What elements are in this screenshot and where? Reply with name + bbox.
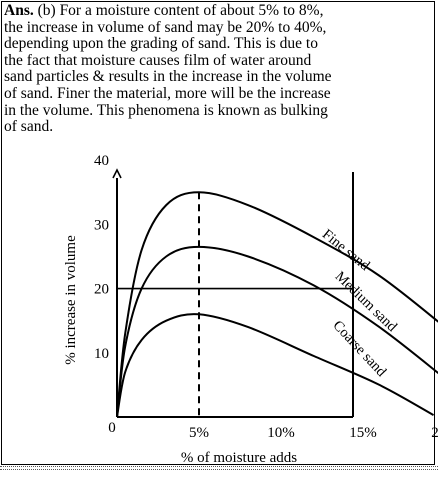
coarse-sand-curve — [116, 313, 435, 418]
divider-dotted-bottom — [0, 469, 438, 470]
x-tick-label: 5% — [189, 425, 209, 441]
answer-text-line: the increase in volume of sand may be 20… — [4, 18, 327, 36]
x-tick-label: 20% — [431, 425, 438, 441]
answer-text-line: in the volume. This phenomena is known a… — [4, 101, 328, 119]
y-tick-label: 10 — [94, 346, 109, 362]
answer-text-line: For a moisture content of about 5% to 8%… — [59, 2, 324, 19]
y-axis-title: % increase in volume — [63, 235, 79, 365]
answer-paragraph: Ans. (b) For a moisture content of about… — [4, 2, 430, 136]
y-tick-label: 30 — [94, 217, 109, 233]
answer-text-line: of sand. Finer the material, more will b… — [4, 84, 331, 102]
x-tick-label: 15% — [349, 425, 377, 441]
y-tick-label: 40 — [94, 153, 109, 169]
y-axis-arrow — [112, 168, 122, 179]
fine-sand-curve — [116, 191, 438, 418]
answer-line-1: Ans. (b) For a moisture content of about… — [4, 2, 430, 20]
answer-label: Ans. — [4, 2, 34, 19]
answer-text-line: sand particles & results in the increase… — [4, 68, 332, 86]
x-axis-title: % of moisture adds — [181, 450, 297, 466]
x-tick-label: 10% — [267, 425, 295, 441]
answer-text-line: depending upon the grading of sand. This… — [4, 35, 318, 53]
answer-text-line: of sand. — [4, 118, 54, 136]
answer-option: (b) — [37, 2, 56, 19]
divider-dotted-top — [0, 466, 438, 467]
fine-sand-label: Fine sand — [319, 226, 373, 274]
answer-text-line: the fact that moisture causes film of wa… — [4, 51, 312, 69]
medium-sand-curve — [116, 245, 438, 418]
origin-label: 0 — [108, 420, 116, 436]
content-box — [1, 1, 435, 465]
y-tick-label: 20 — [94, 282, 109, 298]
